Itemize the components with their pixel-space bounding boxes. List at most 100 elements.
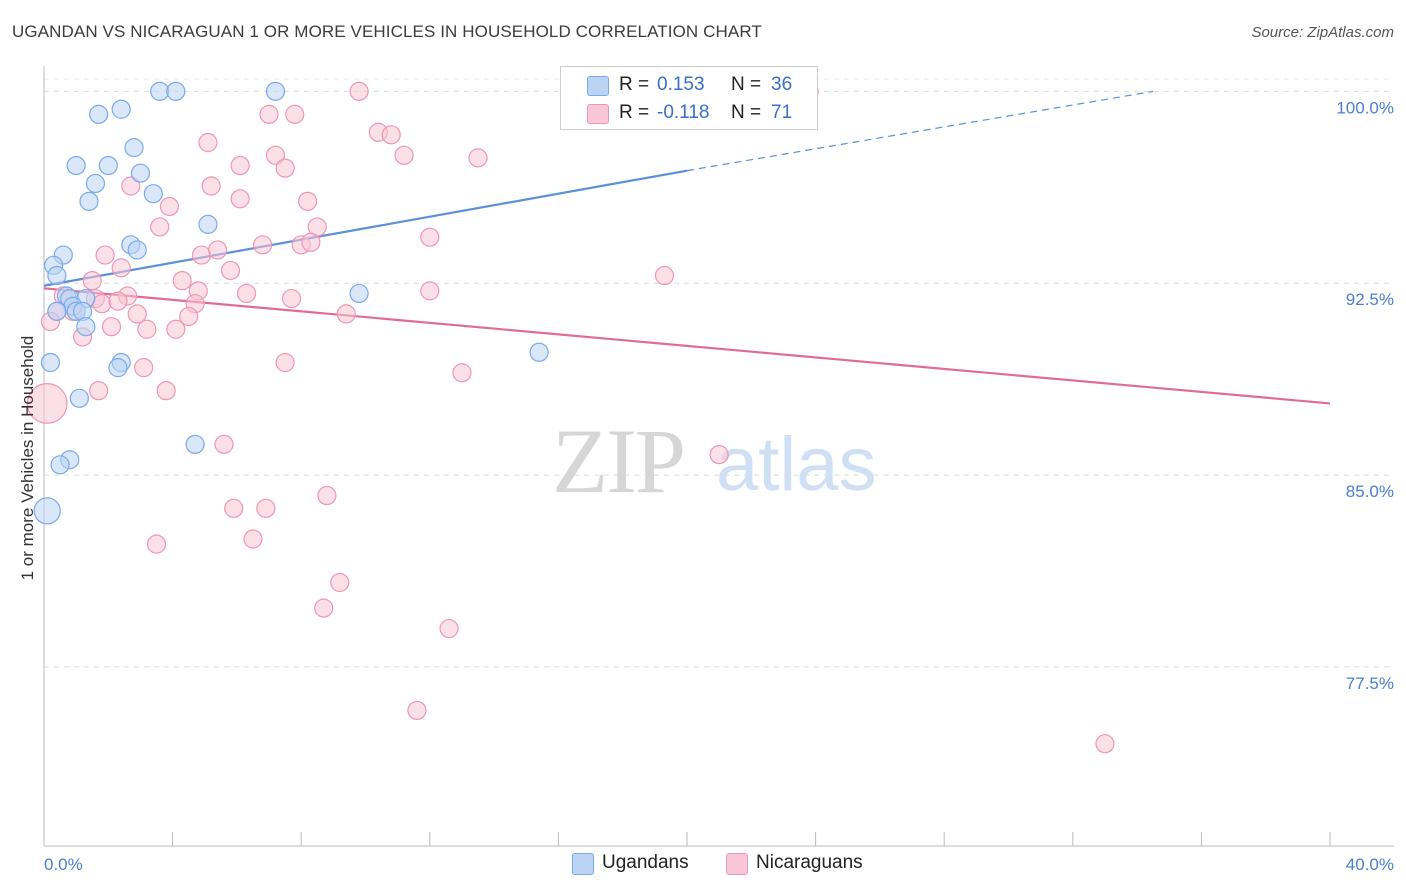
point-nicaraguans: [256, 498, 276, 518]
y-axis-label: 1 or more Vehicles in Household: [18, 336, 37, 581]
point-ugandans: [33, 497, 61, 525]
point-nicaraguans: [317, 485, 337, 506]
chart-title: UGANDAN VS NICARAGUAN 1 OR MORE VEHICLES…: [12, 22, 762, 41]
legend-n-value-nicaraguans: 71: [771, 102, 793, 123]
point-nicaraguans: [394, 145, 414, 165]
point-nicaraguans: [654, 265, 675, 286]
point-nicaraguans: [420, 227, 440, 247]
point-nicaraguans: [349, 81, 369, 101]
watermark: ZIP atlas: [552, 410, 877, 512]
point-nicaraguans: [95, 245, 115, 265]
point-nicaraguans: [330, 572, 350, 593]
point-ugandans: [47, 265, 67, 286]
point-nicaraguans: [89, 381, 109, 401]
point-nicaraguans: [137, 319, 157, 339]
point-ugandans: [349, 283, 369, 304]
point-ugandans: [79, 191, 99, 211]
point-nicaraguans: [111, 258, 131, 278]
point-nicaraguans: [179, 306, 199, 327]
point-ugandans: [143, 184, 163, 204]
point-ugandans: [47, 301, 67, 321]
point-nicaraguans: [146, 534, 167, 554]
trend-extension-ugandans: [686, 90, 1154, 172]
point-nicaraguans: [236, 283, 257, 304]
point-ugandans: [40, 352, 61, 373]
point-nicaraguans: [134, 358, 154, 378]
legend-n-label: N =: [731, 74, 762, 95]
point-ugandans: [127, 240, 147, 260]
legend-r-value-ugandans: 0.153: [657, 74, 705, 95]
point-nicaraguans: [709, 445, 729, 465]
point-nicaraguans: [275, 352, 295, 373]
legend-r-value-nicaraguans: -0.118: [657, 102, 710, 123]
point-ugandans: [111, 99, 131, 119]
point-ugandans: [150, 81, 170, 101]
point-nicaraguans: [381, 125, 401, 145]
point-nicaraguans: [230, 189, 250, 209]
x-tick-label: 40.0%: [1346, 855, 1394, 874]
legend-r-label: R =: [619, 102, 650, 123]
bottom-legend-label-nicaraguans: Nicaraguans: [756, 852, 863, 873]
point-nicaraguans: [198, 132, 218, 153]
legend-row-ugandans: R = 0.153 N = 36: [561, 73, 817, 99]
legend-row-nicaraguans: R = -0.118 N = 71: [561, 101, 817, 127]
legend-swatch-nicaraguans: [587, 104, 609, 124]
point-ugandans: [50, 455, 70, 475]
axes: [43, 66, 1394, 847]
point-nicaraguans: [108, 291, 128, 311]
point-nicaraguans: [230, 155, 250, 176]
point-nicaraguans: [285, 104, 305, 124]
point-nicaraguans: [156, 381, 176, 401]
trend-line-nicaraguans: [43, 287, 1331, 405]
y-tick-label: 100.0%: [1336, 98, 1394, 117]
y-tick-label: 85.0%: [1346, 482, 1394, 501]
point-ugandans: [76, 317, 96, 337]
point-nicaraguans: [191, 245, 212, 265]
bottom-legend-swatch-nicaraguans: [726, 853, 748, 875]
point-ugandans: [185, 434, 205, 454]
legend-n-value-ugandans: 36: [771, 74, 793, 95]
x-tick-labels: 0.0% 40.0%: [44, 855, 1394, 874]
legend-swatch-ugandans: [587, 76, 609, 96]
point-ugandans: [69, 388, 89, 408]
point-nicaraguans: [121, 176, 141, 196]
point-nicaraguans: [253, 235, 273, 255]
trend-line-ugandans: [43, 169, 688, 287]
point-nicaraguans: [172, 271, 192, 291]
point-nicaraguans: [301, 232, 321, 252]
point-ugandans: [85, 173, 106, 194]
point-nicaraguans: [243, 529, 263, 549]
point-ugandans: [529, 342, 549, 362]
point-nicaraguans: [101, 317, 122, 337]
watermark-atlas: atlas: [716, 422, 877, 507]
bottom-legend-label-ugandans: Ugandans: [602, 852, 689, 873]
x-tick-label: 0.0%: [44, 855, 83, 874]
trend-lines: [43, 90, 1331, 405]
point-nicaraguans: [468, 148, 488, 168]
point-nicaraguans: [275, 158, 295, 178]
point-nicaraguans: [224, 498, 244, 518]
point-nicaraguans: [214, 434, 234, 454]
point-ugandans: [98, 155, 118, 176]
y-tick-label: 77.5%: [1346, 674, 1394, 693]
point-nicaraguans: [336, 304, 356, 324]
legend-n-label: N =: [731, 102, 762, 123]
point-nicaraguans: [166, 319, 186, 339]
point-nicaraguans: [1095, 734, 1115, 754]
legend-r-label: R =: [619, 74, 650, 95]
watermark-zip: ZIP: [552, 410, 684, 512]
point-ugandans: [89, 104, 109, 124]
point-nicaraguans: [281, 288, 302, 309]
point-ugandans: [66, 155, 86, 176]
point-ugandans: [124, 138, 144, 158]
point-nicaraguans: [201, 176, 221, 196]
point-nicaraguans: [407, 700, 427, 721]
point-ugandans: [130, 163, 151, 183]
point-nicaraguans: [220, 260, 241, 281]
point-ugandans: [166, 81, 186, 101]
data-points: [26, 81, 1115, 754]
point-ugandans: [265, 81, 286, 101]
bottom-legend-swatch-ugandans: [572, 853, 594, 875]
point-nicaraguans: [92, 294, 112, 314]
